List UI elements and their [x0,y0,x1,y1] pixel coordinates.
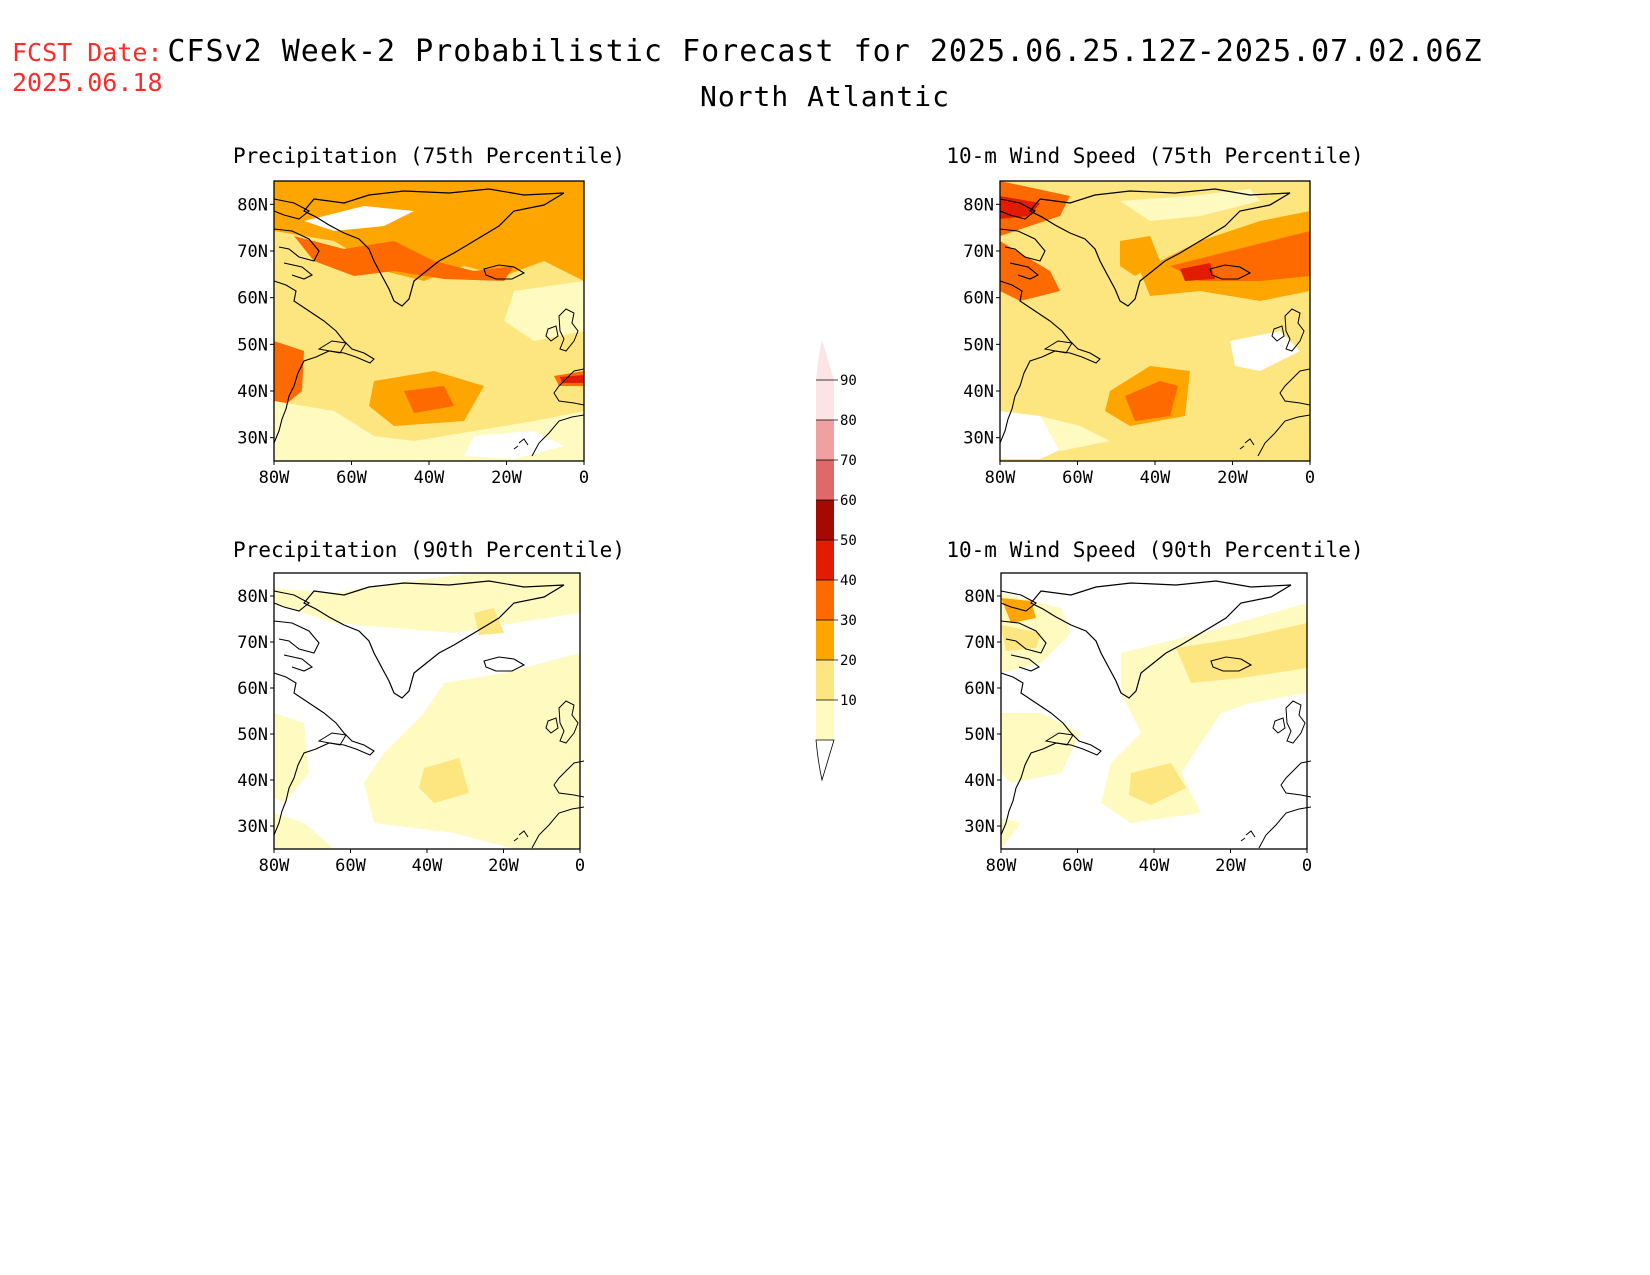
colorbar: 10 20 30 40 50 60 70 80 90 [815,340,857,782]
lat-label-precip-75: 50N [237,335,268,355]
map-panel-precip-75 [273,180,585,462]
colorbar-segment [816,420,834,460]
lat-label-precip-90: 70N [237,633,268,653]
lat-label-precip-75: 40N [237,382,268,402]
lat-label-precip-75: 30N [237,429,268,449]
lat-label-precip-90: 40N [237,771,268,791]
lat-label-precip-90: 60N [237,679,268,699]
colorbar-segment [816,660,834,700]
map-panel-wind-75 [999,180,1311,462]
lon-label-precip-75: 20W [491,468,522,488]
fcst-date: 2025.06.18 [12,68,163,97]
lon-label-wind-75: 80W [985,468,1016,488]
lon-label-wind-75: 0 [1305,468,1315,488]
map-panel-wind-90 [1000,572,1312,850]
lon-label-wind-75: 40W [1140,468,1171,488]
panel-title-precip-90: Precipitation (90th Percentile) [233,538,625,562]
colorbar-label: 50 [840,533,857,549]
lat-label-wind-90: 70N [964,633,995,653]
lat-label-wind-75: 60N [963,289,994,309]
colorbar-segment [816,620,834,660]
colorbar-label: 40 [840,573,857,589]
lon-label-wind-75: 60W [1062,468,1093,488]
colorbar-label: 70 [840,453,857,469]
lat-label-wind-90: 60N [964,679,995,699]
lat-label-precip-75: 60N [237,289,268,309]
region-subtitle: North Atlantic [699,80,950,113]
lon-label-precip-75: 40W [414,468,445,488]
panel-title-precip-75: Precipitation (75th Percentile) [233,144,625,168]
colorbar-label: 60 [840,493,857,509]
fcst-label: FCST Date: [12,38,163,67]
page-title: CFSv2 Week-2 Probabilistic Forecast for … [167,34,1483,69]
lat-label-wind-90: 50N [964,725,995,745]
panel-title-wind-75: 10-m Wind Speed (75th Percentile) [946,144,1363,168]
lat-label-precip-90: 80N [237,587,268,607]
lat-label-precip-75: 70N [237,242,268,262]
lat-label-precip-75: 80N [237,195,268,215]
colorbar-label: 30 [840,613,857,629]
lon-label-wind-90: 80W [986,856,1017,876]
lat-label-wind-75: 50N [963,335,994,355]
colorbar-label: 20 [840,653,857,669]
lon-label-precip-90: 80W [259,856,290,876]
lon-label-wind-90: 40W [1139,856,1170,876]
lon-label-wind-90: 20W [1215,856,1246,876]
colorbar-bottom-end [815,739,835,782]
lat-label-precip-90: 50N [237,725,268,745]
colorbar-segment [816,460,834,500]
lat-label-wind-75: 70N [963,242,994,262]
lon-label-wind-90: 60W [1062,856,1093,876]
lat-label-wind-90: 80N [964,587,995,607]
forecast-date-label: FCST Date: 2025.06.18 [12,38,163,98]
colorbar-segment [816,540,834,580]
axis-labels: 80N 70N 60N 50N 40N 30N 80W 60W 40W 20W 0 80N 70N 60N… [237,195,1315,876]
lat-label-wind-75: 80N [963,195,994,215]
colorbar-label: 10 [840,693,857,709]
lon-label-precip-75: 0 [579,468,589,488]
lon-label-precip-90: 60W [335,856,366,876]
lon-label-precip-90: 40W [412,856,443,876]
colorbar-segment [816,700,834,740]
map-panel-precip-90 [273,572,585,850]
lat-label-precip-90: 30N [237,817,268,837]
lon-label-precip-90: 20W [488,856,519,876]
lon-label-precip-75: 60W [336,468,367,488]
colorbar-label: 80 [840,413,857,429]
lat-label-wind-90: 40N [964,771,995,791]
lat-label-wind-90: 30N [964,817,995,837]
panel-title-wind-90: 10-m Wind Speed (90th Percentile) [946,538,1363,562]
colorbar-label: 90 [840,373,857,389]
colorbar-top-end [816,340,834,380]
lat-label-wind-75: 40N [963,382,994,402]
colorbar-segment [816,380,834,420]
colorbar-segment [816,500,834,540]
lat-label-wind-75: 30N [963,429,994,449]
lon-label-wind-90: 0 [1302,856,1312,876]
lon-label-precip-90: 0 [575,856,585,876]
lon-label-precip-75: 80W [259,468,290,488]
colorbar-segment [816,580,834,620]
lon-label-wind-75: 20W [1217,468,1248,488]
